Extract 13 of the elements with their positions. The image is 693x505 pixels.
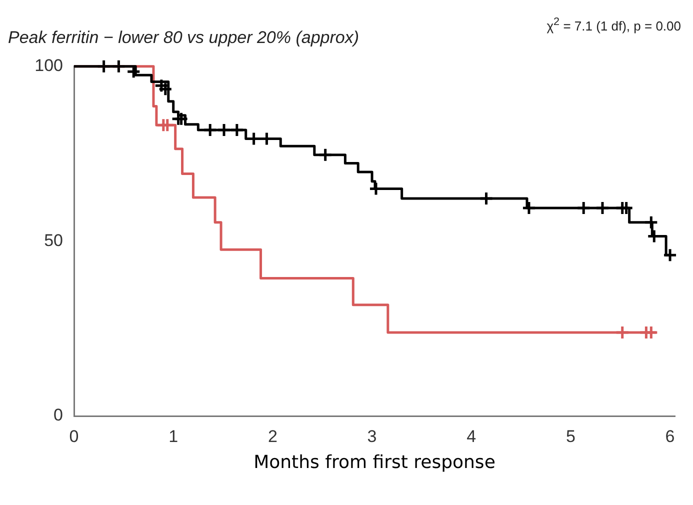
- x-tick-label: 6: [665, 426, 675, 446]
- x-axis-title: Months from first response: [254, 452, 496, 473]
- text: χ$^{2}$ = 7.1 (1 df), p = 0.00: [546, 16, 681, 34]
- chart-title: Peak ferritin − lower 80 vs upper 20% (approx): [8, 28, 360, 47]
- y-tick-label: 0: [54, 406, 63, 425]
- x-tick-label: 2: [268, 426, 278, 446]
- x-tick-label: 4: [466, 426, 476, 446]
- x-tick-label: 0: [69, 426, 79, 446]
- y-tick-label: 50: [44, 230, 63, 250]
- x-tick-label: 1: [168, 426, 178, 446]
- x-tick-label: 3: [367, 426, 377, 446]
- y-tick-label: 100: [34, 56, 63, 76]
- x-tick-label: 5: [566, 426, 576, 446]
